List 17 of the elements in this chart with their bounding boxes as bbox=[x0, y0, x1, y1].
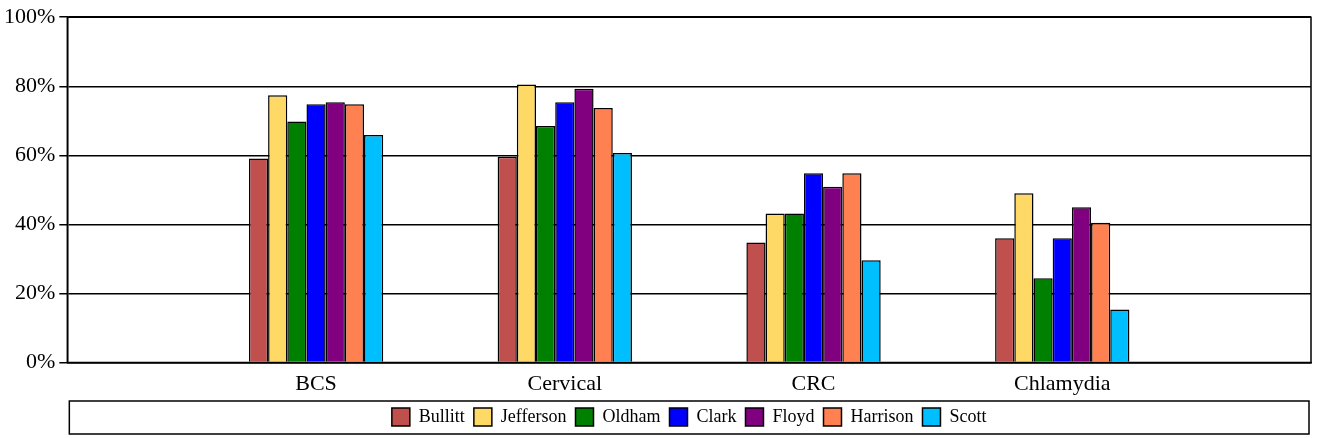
legend-label: Floyd bbox=[772, 405, 815, 426]
y-tick-label: 60% bbox=[15, 141, 56, 167]
legend-label: Harrison bbox=[850, 405, 914, 426]
legend-label: Bullitt bbox=[418, 405, 465, 426]
x-tick-label: BCS bbox=[295, 369, 337, 395]
legend-label: Jefferson bbox=[500, 405, 567, 426]
y-tick-label: 80% bbox=[15, 72, 56, 98]
y-tick-label: 100% bbox=[4, 2, 56, 28]
x-tick-label: Chlamydia bbox=[1013, 369, 1111, 395]
legend-label: Clark bbox=[696, 405, 737, 426]
x-tick-label: Cervical bbox=[527, 369, 603, 395]
legend-label: Scott bbox=[949, 405, 987, 426]
legend-label: Oldham bbox=[602, 405, 661, 426]
y-tick-label: 20% bbox=[15, 279, 56, 305]
y-tick-label: 40% bbox=[15, 210, 56, 236]
y-tick-label: 0% bbox=[26, 348, 56, 374]
x-tick-label: CRC bbox=[791, 369, 836, 395]
